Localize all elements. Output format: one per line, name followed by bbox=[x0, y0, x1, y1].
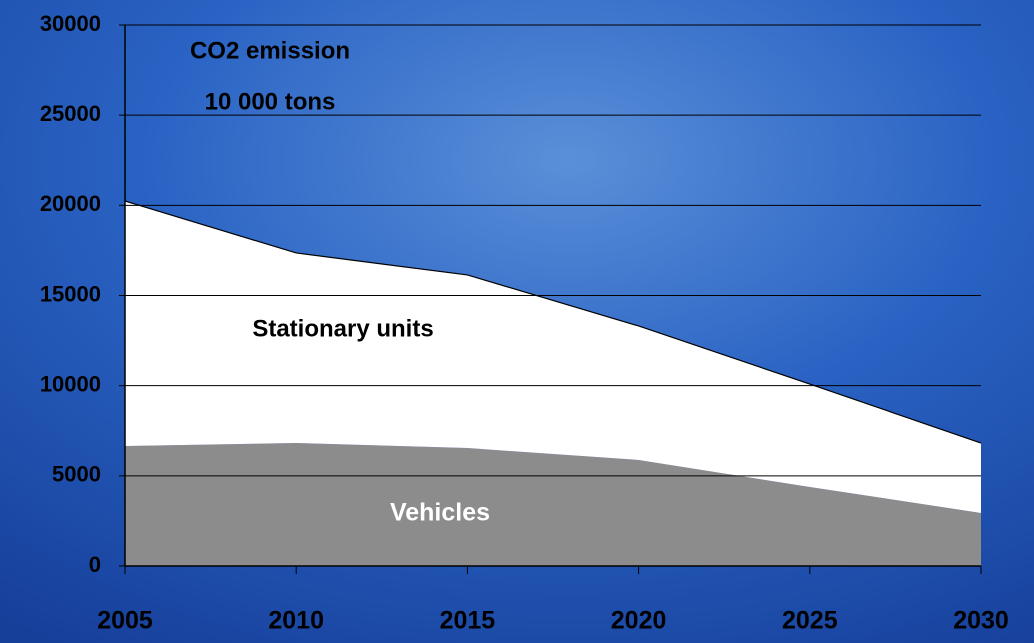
area-edge bbox=[124, 200, 982, 444]
y-tick-label: 0 bbox=[89, 552, 101, 577]
x-tick-label: 2030 bbox=[953, 607, 1009, 635]
area bbox=[125, 201, 981, 513]
y-tick-label: 25000 bbox=[40, 101, 101, 126]
y-tick-label: 5000 bbox=[52, 462, 101, 487]
x-tick-label: 2005 bbox=[97, 607, 153, 635]
x-tick-label: 2025 bbox=[782, 607, 838, 635]
y-tick-label: 15000 bbox=[40, 281, 101, 306]
y-tick-label: 20000 bbox=[40, 191, 101, 216]
x-tick-label: 2015 bbox=[440, 607, 496, 635]
area bbox=[125, 443, 981, 566]
x-tick-label: 2010 bbox=[268, 607, 324, 635]
series-label: Stationary units bbox=[252, 315, 433, 342]
annotation: 10 000 tons bbox=[205, 88, 336, 115]
series-label: Vehicles bbox=[390, 499, 490, 527]
y-tick-label: 30000 bbox=[40, 11, 101, 36]
annotation: CO2 emission bbox=[190, 37, 350, 64]
x-tick-label: 2020 bbox=[611, 607, 667, 635]
y-tick-label: 10000 bbox=[40, 371, 101, 396]
